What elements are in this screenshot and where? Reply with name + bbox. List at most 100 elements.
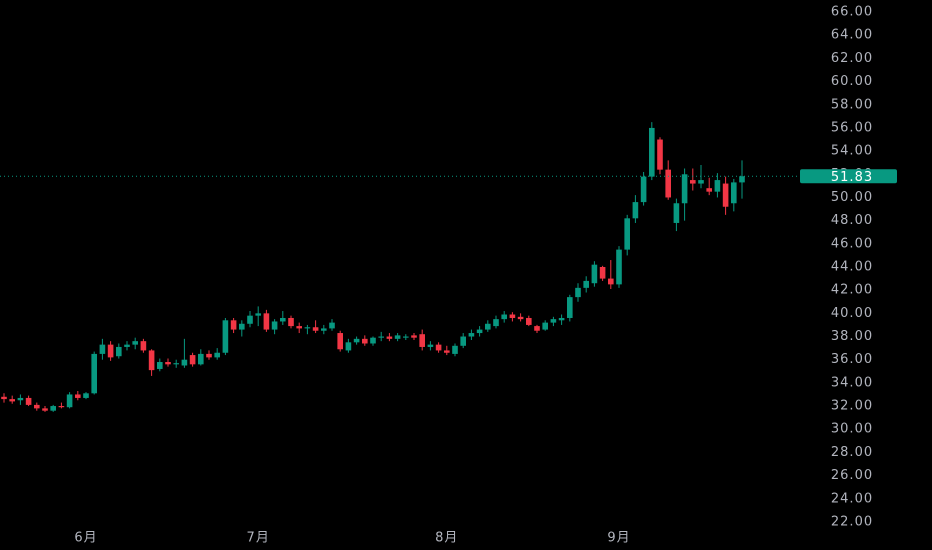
candle-body <box>173 363 179 365</box>
y-tick-label: 62.00 <box>831 51 873 66</box>
candle-body <box>304 327 311 329</box>
candle-body <box>411 335 417 338</box>
y-tick-label: 42.00 <box>831 283 873 298</box>
candle-body <box>616 249 622 285</box>
candle-body <box>58 406 65 408</box>
candle-body <box>157 362 163 369</box>
candle-body <box>575 287 581 298</box>
candle-body <box>698 180 704 184</box>
y-tick-label: 56.00 <box>831 120 873 135</box>
candle-body <box>665 169 671 198</box>
candle-body <box>714 180 721 192</box>
y-tick-label: 40.00 <box>831 306 873 321</box>
y-tick-label: 44.00 <box>831 259 873 274</box>
candle-body <box>435 344 442 351</box>
candle-body <box>25 397 32 405</box>
candle-body <box>640 176 647 203</box>
candle-body <box>386 336 393 339</box>
candle-body <box>599 266 606 279</box>
candle-body <box>198 353 204 365</box>
candle-body <box>17 397 24 401</box>
candle-body <box>50 406 56 411</box>
y-tick-label: 64.00 <box>831 28 873 43</box>
candle-body <box>321 328 327 331</box>
candle-body <box>632 202 639 219</box>
candle-body <box>567 297 573 318</box>
y-tick-label: 22.00 <box>831 514 873 529</box>
last-price-box <box>800 169 897 184</box>
candle-body <box>558 317 565 321</box>
candle-body <box>452 345 458 354</box>
candle-body <box>493 319 499 327</box>
y-tick-label: 24.00 <box>831 491 873 506</box>
y-tick-label: 50.00 <box>831 190 873 205</box>
candle-body <box>591 264 598 284</box>
candle-body <box>263 313 270 330</box>
candle-body <box>91 353 97 394</box>
candle-body <box>280 317 286 322</box>
candle-body <box>312 327 319 331</box>
candle-body <box>42 408 48 411</box>
candle-body <box>107 344 114 358</box>
candle-body <box>222 320 229 353</box>
x-tick-label: 8月 <box>435 531 458 546</box>
candle-body <box>66 394 73 408</box>
candle-body <box>468 333 475 337</box>
y-tick-label: 36.00 <box>831 352 873 367</box>
candle-body <box>230 320 237 330</box>
candle-body <box>403 336 409 338</box>
candle-body <box>501 314 507 320</box>
candle-body <box>181 359 188 366</box>
candle-body <box>378 336 384 338</box>
candle-body <box>329 322 335 329</box>
candle-body <box>542 322 548 330</box>
candle-body <box>722 183 729 207</box>
candle-body <box>460 336 466 346</box>
candle-body <box>394 335 401 339</box>
y-tick-label: 54.00 <box>831 144 873 159</box>
candle-body <box>345 342 352 351</box>
y-tick-label: 28.00 <box>831 445 873 460</box>
candle-body <box>271 321 278 330</box>
candle-body <box>214 352 220 358</box>
y-tick-label: 66.00 <box>831 5 873 20</box>
candle-body <box>124 344 130 347</box>
candle-body <box>476 329 483 334</box>
candle-body <box>517 316 524 320</box>
candle-body <box>534 326 540 331</box>
candle-body <box>608 278 614 285</box>
candle-body <box>419 334 425 347</box>
y-tick-label: 26.00 <box>831 468 873 483</box>
candle-body <box>583 280 589 288</box>
candle-body <box>247 315 253 324</box>
candle-body <box>485 323 491 330</box>
candle-body <box>427 344 434 347</box>
candle-body <box>116 346 122 357</box>
candle-body <box>288 317 294 327</box>
x-tick-label: 9月 <box>607 531 630 546</box>
x-tick-label: 6月 <box>74 531 97 546</box>
candle-body <box>673 203 680 223</box>
candle-body <box>509 314 516 318</box>
candle-body <box>731 182 737 204</box>
y-tick-label: 46.00 <box>831 236 873 251</box>
candle-body <box>255 313 261 316</box>
candle-body <box>370 337 376 344</box>
candle-body <box>239 323 245 330</box>
candle-body <box>75 394 81 398</box>
candle-body <box>690 180 696 184</box>
candle-body <box>1 396 7 400</box>
y-tick-label: 32.00 <box>831 399 873 414</box>
candle-body <box>657 139 663 170</box>
candle-body <box>353 338 360 343</box>
candle-body <box>706 188 712 192</box>
candle-body <box>362 338 368 344</box>
candle-body <box>148 350 155 371</box>
candle-body <box>550 319 557 323</box>
y-tick-label: 30.00 <box>831 422 873 437</box>
candle-body <box>649 127 655 177</box>
y-tick-label: 60.00 <box>831 74 873 89</box>
candle-body <box>9 399 15 402</box>
candle-body <box>444 350 450 353</box>
